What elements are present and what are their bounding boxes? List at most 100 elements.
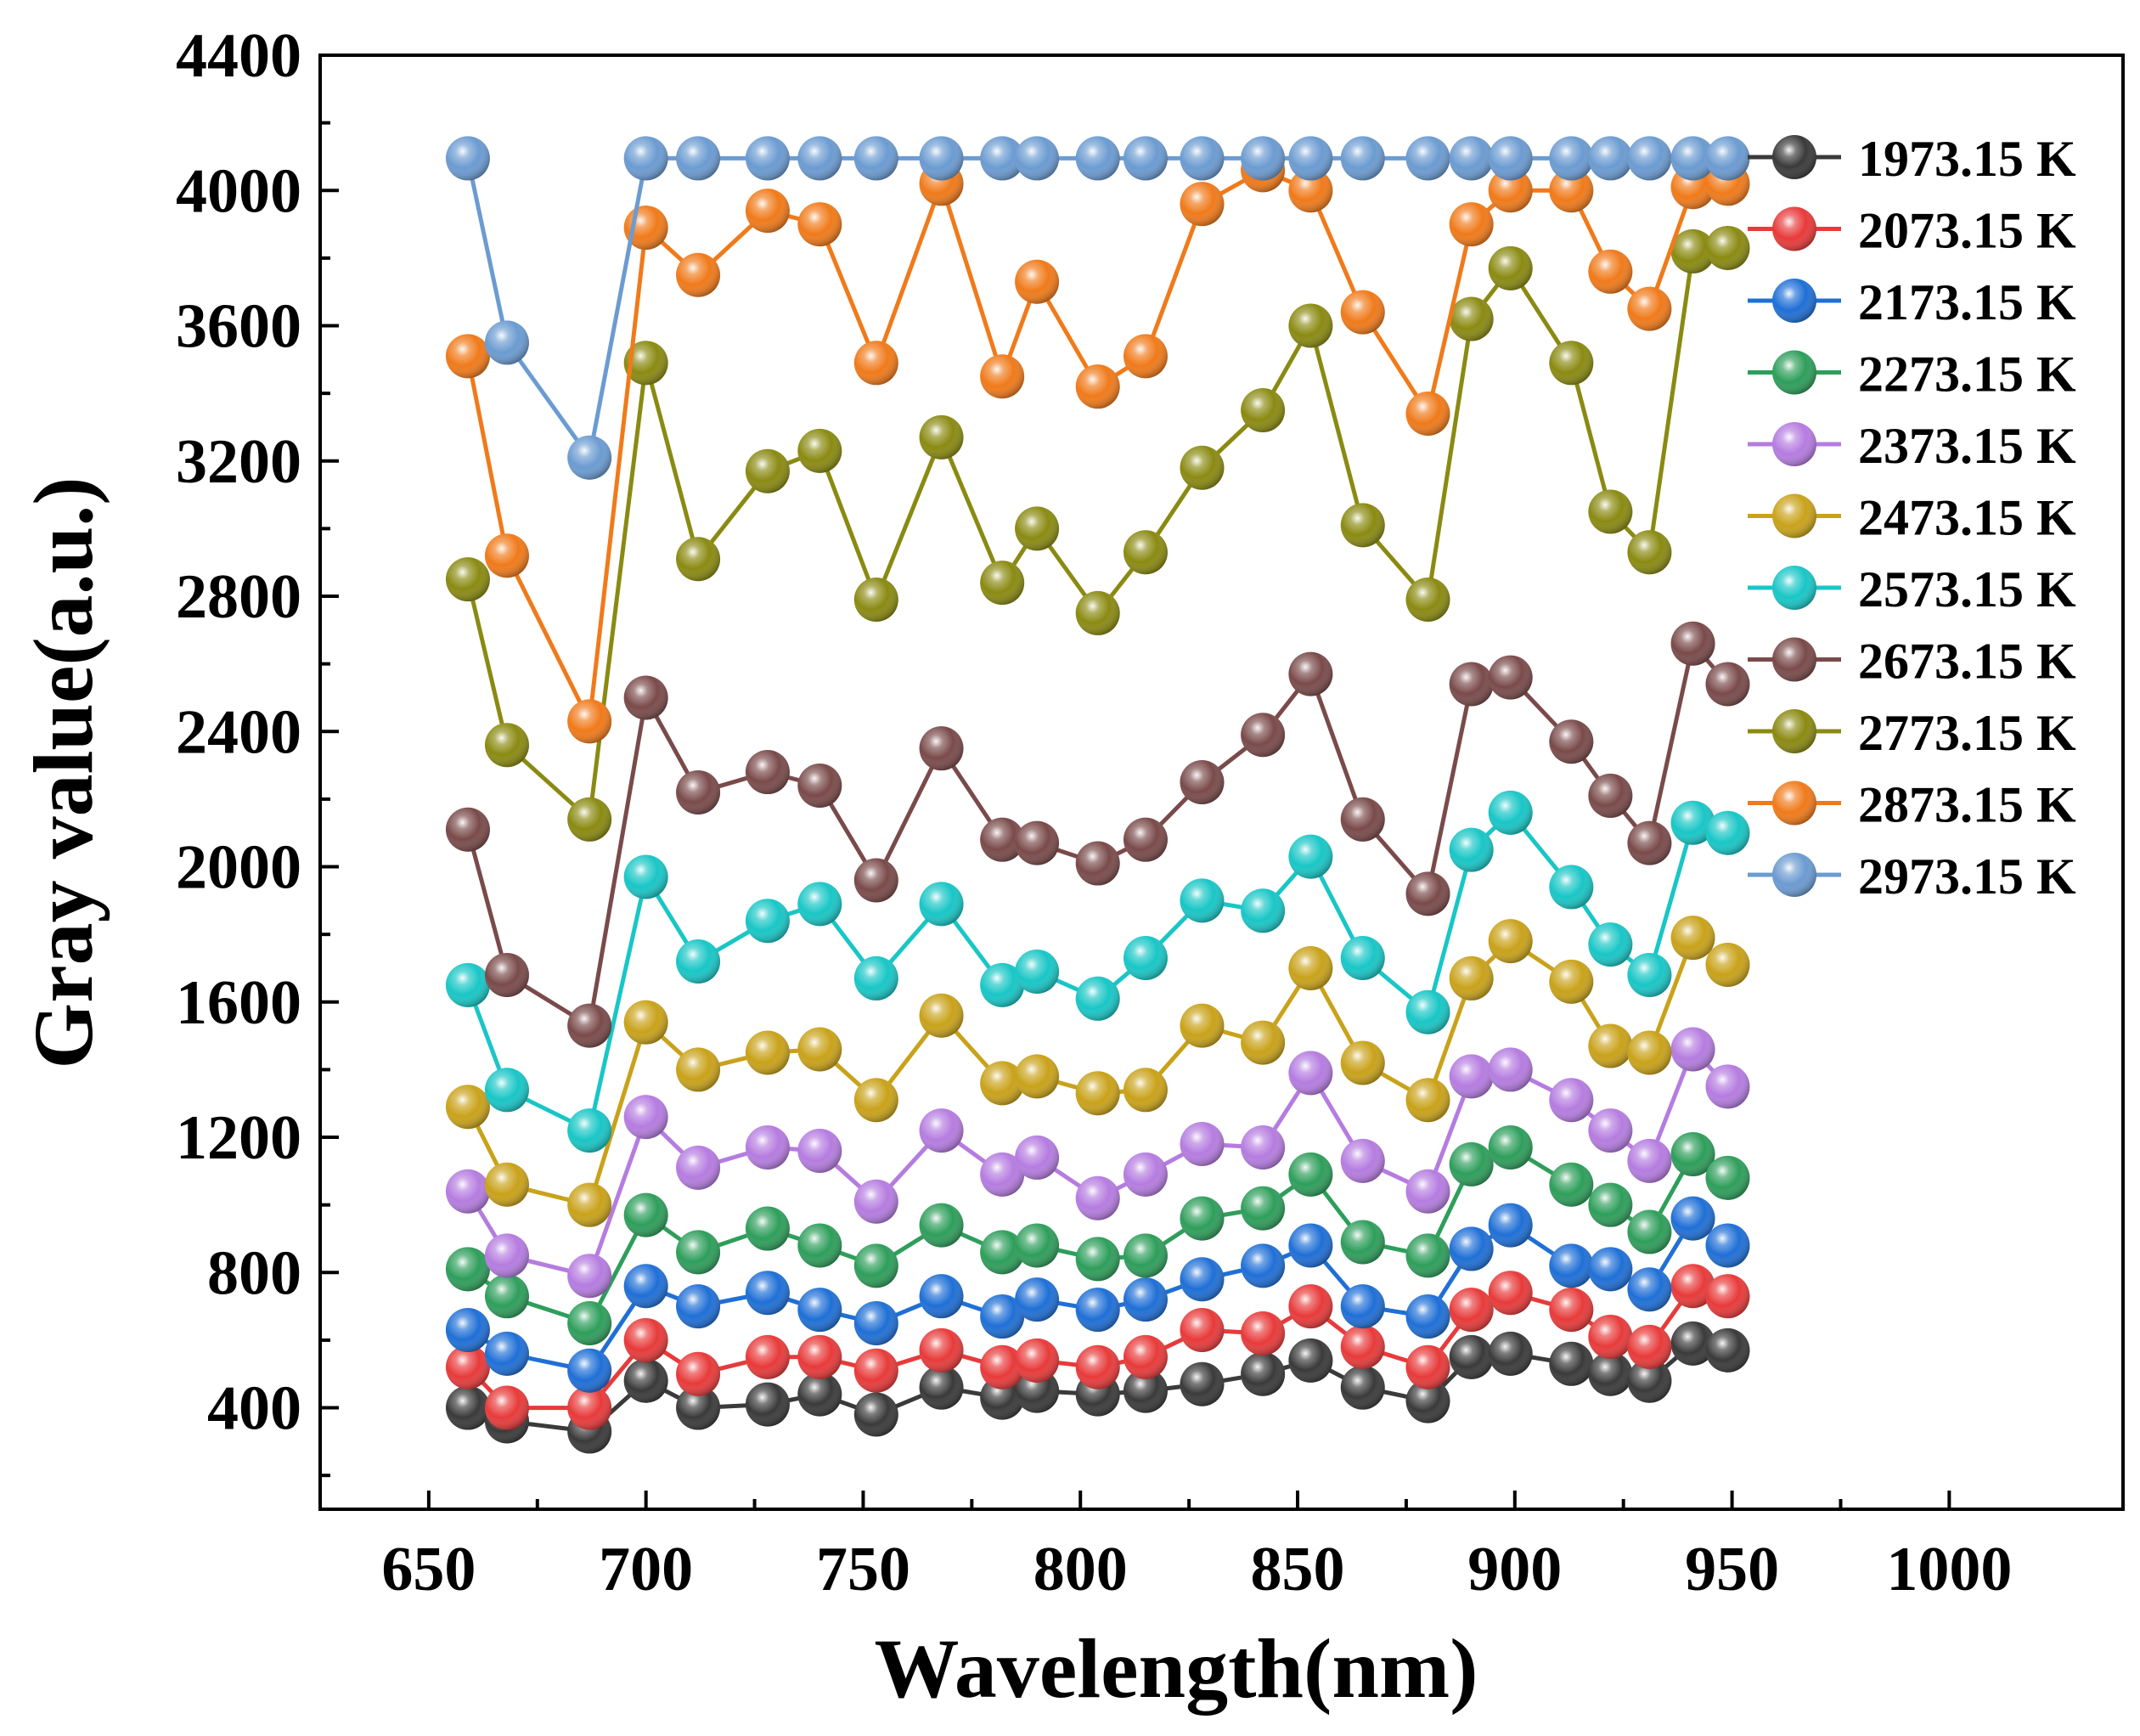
data-point-shine (1488, 1124, 1533, 1170)
legend-item: 2673.15 K (1748, 634, 2076, 690)
data-point-shine (745, 1271, 790, 1316)
data-point-shine (1705, 1274, 1750, 1319)
x-tick-label: 700 (599, 1535, 693, 1604)
data-point-shine (1488, 1203, 1533, 1248)
data-point-shine (445, 136, 490, 181)
data-point-shine (1340, 1138, 1385, 1183)
data-point-shine (1288, 1152, 1333, 1197)
data-point-shine (1705, 1155, 1750, 1200)
data-point-shine (1588, 249, 1633, 294)
legend-label: 2673.15 K (1858, 634, 2076, 690)
data-point-shine (1123, 1277, 1168, 1322)
data-point-shine (567, 435, 612, 480)
data-point-shine (1449, 1288, 1494, 1333)
data-point-shine (1488, 655, 1533, 700)
data-point-shine (484, 1068, 529, 1113)
data-point-shine (1288, 1338, 1333, 1383)
data-point-shine (1670, 800, 1715, 845)
data-point-shine (1627, 1324, 1672, 1369)
data-point-shine (1180, 1257, 1225, 1302)
data-point-shine (745, 899, 790, 944)
data-point-shine (1340, 1220, 1385, 1265)
data-point-shine (1488, 1271, 1533, 1316)
data-point-shine (445, 1307, 490, 1352)
series-247315k (445, 916, 1750, 1227)
data-point-shine (1588, 1108, 1633, 1153)
data-point-shine (623, 1192, 668, 1237)
data-point-shine (445, 1169, 490, 1214)
data-point-shine (1549, 1162, 1594, 1207)
legend-item: 2473.15 K (1748, 490, 2076, 546)
plot-area (318, 54, 2125, 1511)
x-axis-title: Wavelength(nm) (874, 1621, 1478, 1716)
data-point-shine (484, 1274, 529, 1319)
data-point-shine (745, 1030, 790, 1075)
data-point-shine (1123, 1233, 1168, 1278)
legend-marker-shine (1772, 350, 1816, 395)
data-point-shine (1588, 773, 1633, 818)
data-point-shine (484, 1331, 529, 1376)
data-point-shine (1670, 1264, 1715, 1309)
legend-marker-shine (1772, 637, 1816, 682)
legend-label: 2873.15 K (1858, 777, 2076, 833)
data-point-shine (797, 428, 842, 473)
data-point-shine (919, 993, 964, 1038)
y-tick-label: 4000 (176, 156, 301, 226)
data-point-shine (1123, 136, 1168, 181)
data-point-shine (1549, 168, 1594, 213)
data-point-shine (445, 557, 490, 602)
data-point-shine (1015, 136, 1060, 181)
data-point-shine (1670, 1131, 1715, 1176)
data-point-shine (853, 1243, 898, 1288)
data-point-shine (1180, 182, 1225, 227)
data-point-shine (1405, 871, 1450, 916)
data-point-shine (1340, 1284, 1385, 1329)
series-line (465, 167, 1728, 729)
data-point-shine (445, 334, 490, 379)
x-tick-label: 800 (1033, 1535, 1128, 1604)
data-point-shine (919, 882, 964, 927)
data-point-shine (1241, 1020, 1286, 1065)
data-point-shine (1449, 136, 1494, 181)
data-point-shine (853, 1179, 898, 1224)
data-point-shine (745, 1334, 790, 1379)
data-point-shine (1627, 286, 1672, 331)
data-point-shine (1015, 1223, 1060, 1268)
legend: 1973.15 K 2073.15 K 2173.15 K 2273.15 K 2373… (1748, 131, 2076, 905)
data-point-shine (1288, 945, 1333, 990)
data-point-shine (1449, 296, 1494, 341)
data-point-shine (1588, 1023, 1633, 1068)
data-point-shine (853, 1392, 898, 1437)
data-point-shine (676, 1047, 721, 1092)
data-point-shine (484, 320, 529, 365)
data-point-shine (1123, 1334, 1168, 1379)
data-point-shine (567, 1003, 612, 1048)
data-point-shine (980, 1061, 1025, 1106)
data-point-shine (1015, 259, 1060, 304)
data-point-shine (1705, 942, 1750, 987)
data-point-shine (919, 1203, 964, 1248)
data-point-shine (1627, 1138, 1672, 1183)
data-point-shine (797, 1288, 842, 1333)
legend-marker-shine (1772, 493, 1816, 538)
data-point-shine (1123, 530, 1168, 575)
data-point-shine (1340, 1040, 1385, 1085)
data-point-shine (676, 1284, 721, 1329)
y-tick-label: 3200 (176, 427, 301, 497)
data-point-shine (1449, 1334, 1494, 1379)
data-point-shine (1015, 1338, 1060, 1383)
legend-item: 2173.15 K (1748, 274, 2076, 330)
data-point-shine (1670, 621, 1715, 666)
data-point-shine (745, 1382, 790, 1427)
data-point-shine (919, 1365, 964, 1410)
data-point-shine (445, 1344, 490, 1389)
data-point-shine (1705, 225, 1750, 270)
series-237315k (445, 1027, 1750, 1299)
data-point-shine (567, 1385, 612, 1430)
legend-marker-shine (1772, 709, 1816, 753)
data-point-shine (1549, 136, 1594, 181)
legend-label: 1973.15 K (1858, 131, 2076, 187)
data-point-shine (1340, 1365, 1385, 1410)
data-point-shine (1123, 1068, 1168, 1113)
data-point-shine (797, 1128, 842, 1173)
